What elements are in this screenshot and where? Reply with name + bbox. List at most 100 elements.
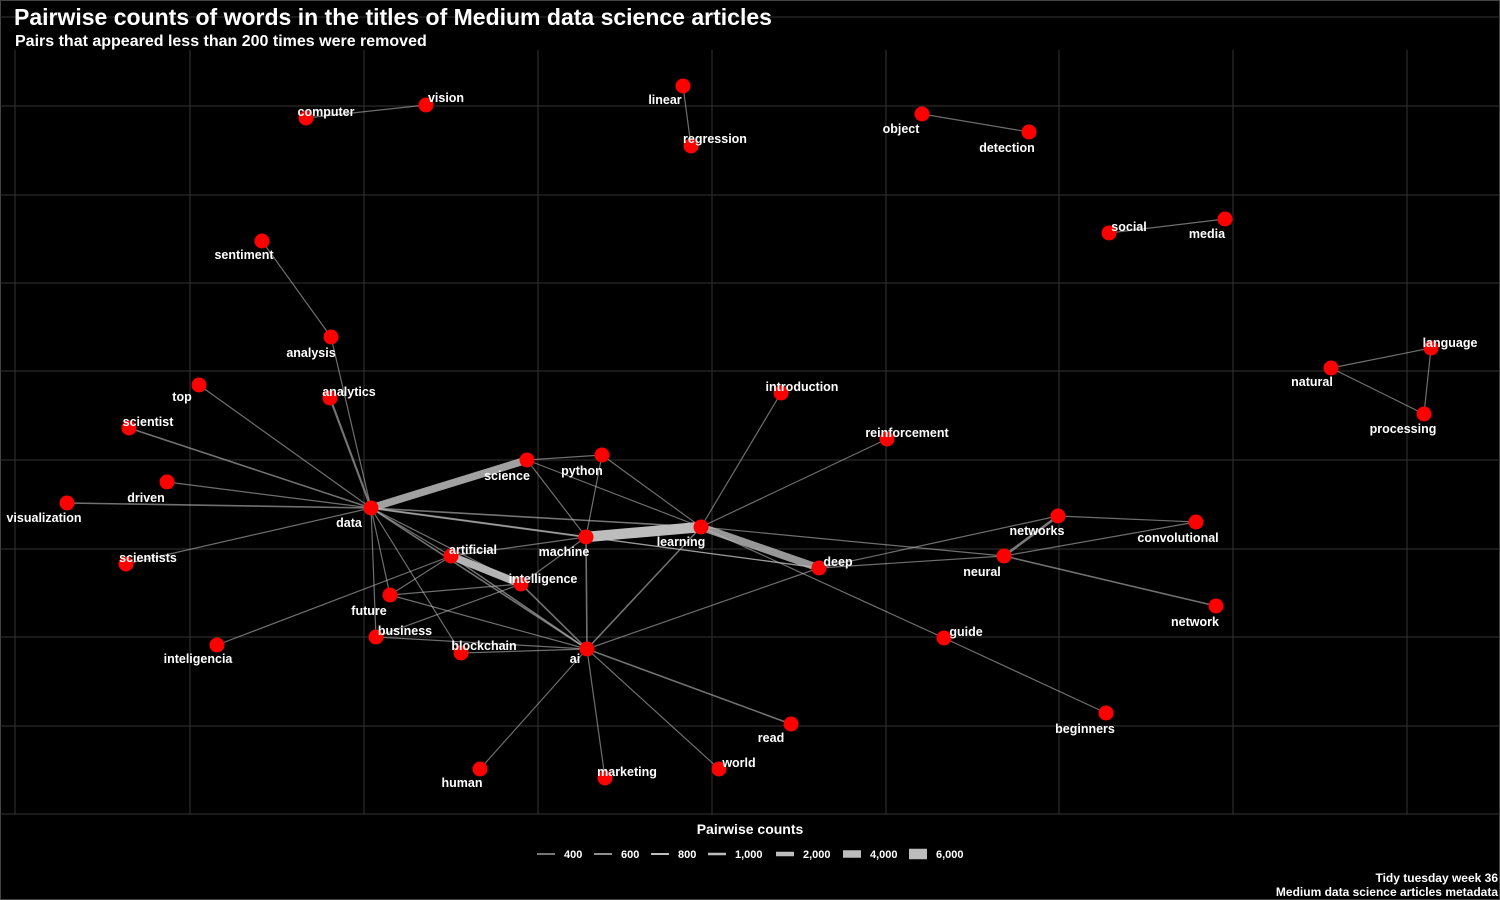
edge-learning-introduction: [700, 392, 782, 528]
node-label-computer: computer: [298, 105, 355, 119]
node-label-processing: processing: [1370, 422, 1437, 436]
node-marketing: [597, 770, 613, 786]
edge-science-python: [526, 454, 603, 461]
chart-subtitle: Pairs that appeared less than 200 times …: [15, 33, 427, 50]
node-scientist: [121, 420, 137, 436]
node-label-scientists: scientists: [119, 551, 177, 565]
node-convolutional: [1188, 514, 1204, 530]
edge-data-ai: [370, 507, 588, 650]
node-human: [472, 761, 488, 777]
edge-neural-network: [1003, 555, 1217, 607]
node-deep: [811, 560, 827, 576]
node-label-intelligence: intelligence: [509, 572, 578, 586]
node-networks: [1050, 508, 1066, 524]
node-label-media: media: [1189, 227, 1226, 241]
node-label-top: top: [172, 390, 192, 404]
edge-artificial-future: [389, 555, 452, 596]
edge-data-science: [369, 456, 529, 512]
node-label-human: human: [442, 776, 483, 790]
node-scientists: [118, 556, 134, 572]
caption-line-1: Tidy tuesday week 36: [1375, 871, 1498, 885]
node-label-future: future: [351, 604, 386, 618]
edge-ai-world: [586, 648, 720, 770]
edge-science-machine: [526, 459, 587, 538]
node-labels: data science python machine learning deep arti…: [6, 91, 1477, 790]
node-label-driven: driven: [127, 491, 165, 505]
node-top: [191, 377, 207, 393]
edge-ai-human: [479, 648, 588, 770]
edge-learning-guide: [700, 526, 945, 639]
node-label-beginners: beginners: [1055, 722, 1115, 736]
node-label-data: data: [336, 516, 363, 530]
edge-data-learning: [370, 507, 702, 528]
edge-ai-marketing: [586, 648, 606, 779]
chart-title: Pairwise counts of words in the titles o…: [14, 4, 772, 30]
edge-data-scientists: [125, 507, 372, 565]
node-analytics: [322, 390, 338, 406]
node-language: [1423, 340, 1439, 356]
node-label-world: world: [721, 756, 755, 770]
edge-python-machine: [585, 454, 603, 538]
edge-learning-neural: [700, 526, 1005, 557]
edge-sentiment-analysis: [261, 240, 332, 338]
edge-science-learning: [526, 459, 702, 528]
node-detection: [1021, 124, 1037, 140]
node-processing: [1416, 406, 1432, 422]
node-intelligence: [513, 576, 529, 592]
edge-deep-ai: [586, 567, 820, 650]
node-label-machine: machine: [539, 545, 590, 559]
caption-line-2: Medium data science articles metadata: [1275, 885, 1498, 899]
edge-object-detection: [921, 113, 1030, 133]
caption: Tidy tuesday week 36 Medium data science…: [1276, 871, 1498, 899]
edge-learning-reinforcement: [700, 438, 888, 528]
edge-data-machine: [370, 506, 587, 539]
edge-deep-learning: [699, 523, 821, 572]
node-introduction: [773, 385, 789, 401]
legend-key-label-6,000: 6,000: [936, 849, 964, 861]
node-label-scientist: scientist: [123, 415, 175, 429]
edge-data-analytics: [329, 397, 372, 509]
node-label-reinforcement: reinforcement: [865, 426, 949, 440]
node-label-introduction: introduction: [766, 380, 839, 394]
legend-key-label-800: 800: [678, 849, 696, 861]
node-blockchain: [453, 645, 469, 661]
node-social: [1101, 225, 1117, 241]
node-label-inteligencia: inteligencia: [164, 652, 234, 666]
node-read: [783, 716, 799, 732]
edges: [66, 85, 1432, 779]
edge-data-scientist: [128, 427, 372, 509]
node-label-language: language: [1423, 336, 1478, 350]
legend-title: Pairwise counts: [697, 821, 804, 837]
node-label-learning: learning: [657, 535, 706, 549]
edge-ai-learning: [586, 526, 702, 650]
node-linear: [675, 78, 691, 94]
node-media: [1217, 211, 1233, 227]
edge-data-visualization: [66, 502, 372, 509]
grid: [0, 16, 1500, 815]
edge-deep-neural: [818, 555, 1005, 569]
edge-machine-artificial: [450, 536, 587, 557]
node-label-business: business: [378, 624, 432, 638]
legend-key-label-2,000: 2,000: [803, 849, 831, 861]
node-python: [594, 447, 610, 463]
node-label-linear: linear: [648, 93, 681, 107]
node-network: [1208, 598, 1224, 614]
node-business: [368, 629, 384, 645]
node-label-deep: deep: [823, 555, 853, 569]
node-artificial: [443, 548, 459, 564]
edge-language-processing: [1423, 347, 1432, 415]
edge-ai-read: [586, 648, 792, 725]
node-visualization: [59, 495, 75, 511]
edge-intelligence-future: [389, 583, 522, 596]
node-label-ai: ai: [570, 652, 580, 666]
edge-future-ai: [389, 594, 588, 650]
node-label-blockchain: blockchain: [451, 639, 516, 653]
node-label-artificial: artificial: [449, 543, 497, 557]
edge-deep-networks: [818, 515, 1059, 569]
edge-data-analysis: [330, 336, 372, 509]
node-analysis: [323, 329, 339, 345]
node-regression: [683, 138, 699, 154]
legend-key-label-400: 400: [564, 849, 582, 861]
edge-computer-vision: [305, 104, 427, 119]
